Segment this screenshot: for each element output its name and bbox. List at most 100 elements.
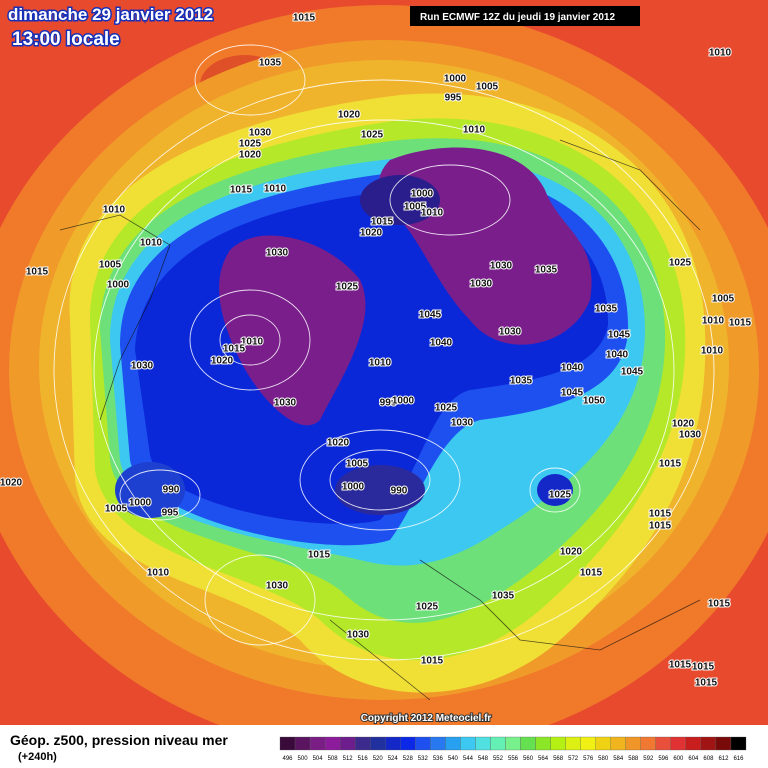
scale-swatch <box>640 736 656 751</box>
scale-label: 548 <box>478 756 489 762</box>
isobar-label: 1010 <box>264 184 287 195</box>
forecast-time: 13:00 locale <box>12 29 120 50</box>
isobar-label: 1030 <box>266 248 289 259</box>
scale-swatch <box>385 736 401 751</box>
isobar-label: 1030 <box>266 581 289 592</box>
isobar-label: 1020 <box>560 547 583 558</box>
isobar-labels: 1015103510001005995101010201025103010251… <box>0 12 753 690</box>
isobar-label: 1025 <box>669 258 692 269</box>
scale-swatch <box>415 736 431 751</box>
isobar-label: 1000 <box>444 74 467 85</box>
isobar-label: 1040 <box>606 350 629 361</box>
scale-label: 568 <box>553 756 564 762</box>
isobar-label: 1030 <box>131 361 154 372</box>
scale-swatch <box>580 736 596 751</box>
scale-label: 572 <box>568 756 579 762</box>
isobar-label: 1015 <box>669 660 692 671</box>
scale-swatch <box>505 736 521 751</box>
scale-swatch <box>324 736 341 751</box>
isobar-label: 1030 <box>451 418 474 429</box>
isobar-label: 1020 <box>0 478 23 489</box>
isobar-label: 1015 <box>695 678 718 689</box>
scale-label: 612 <box>718 756 729 762</box>
isobar-label: 1035 <box>492 591 515 602</box>
isobar-label: 1005 <box>476 82 499 93</box>
scale-swatch <box>294 736 311 751</box>
isobar-label: 1010 <box>421 208 444 219</box>
isobar-label: 1015 <box>692 662 715 673</box>
isobar-label: 1010 <box>709 48 732 59</box>
scale-label: 552 <box>493 756 504 762</box>
scale-swatch <box>730 736 747 751</box>
isobar-label: 1005 <box>99 260 122 271</box>
scale-label: 508 <box>328 756 339 762</box>
isobar-label: 1025 <box>435 403 458 414</box>
isobar-label: 1020 <box>672 419 695 430</box>
scale-label: 512 <box>343 756 354 762</box>
isobar-label: 1005 <box>712 294 735 305</box>
scale-swatch <box>460 736 476 751</box>
scale-swatch <box>670 736 687 751</box>
isobar-label: 1025 <box>239 139 262 150</box>
scale-label: 556 <box>508 756 519 762</box>
scale-label: 600 <box>673 756 684 762</box>
isobar-label: 1030 <box>490 261 513 272</box>
isobar-label: 1030 <box>274 398 297 409</box>
isobar-label: 1030 <box>470 279 493 290</box>
scale-swatch <box>445 736 461 751</box>
scale-swatch <box>490 736 506 751</box>
isobar-label: 1040 <box>561 363 584 374</box>
isobar-label: 1000 <box>107 280 130 291</box>
isobar-label: 1035 <box>535 265 558 276</box>
isobar-label: 990 <box>163 485 180 496</box>
isobar-label: 1000 <box>129 498 152 509</box>
isobar-label: 1010 <box>463 125 486 136</box>
isobar-label: 1025 <box>361 130 384 141</box>
scale-swatch <box>475 736 491 751</box>
isobar-label: 1030 <box>249 128 272 139</box>
scale-label: 584 <box>613 756 624 762</box>
scale-swatch <box>550 736 566 751</box>
isobar-label: 1035 <box>259 58 282 69</box>
isobar-label: 1015 <box>708 599 731 610</box>
isobar-label: 1005 <box>404 202 427 213</box>
isobar-label: 1025 <box>416 602 439 613</box>
scale-label: 496 <box>283 756 294 762</box>
scale-swatch <box>610 736 626 751</box>
scale-label: 560 <box>523 756 534 762</box>
scale-label: 544 <box>463 756 474 762</box>
isobar-label: 1025 <box>549 490 572 501</box>
scale-swatch <box>339 736 356 751</box>
isobar-label: 1035 <box>510 376 533 387</box>
isobar-label: 1010 <box>702 316 725 327</box>
isobar-label: 1045 <box>608 330 631 341</box>
isobar-label: 1030 <box>347 630 370 641</box>
forecast-date: dimanche 29 janvier 2012 <box>8 5 213 24</box>
scale-label: 564 <box>538 756 549 762</box>
isobar-label: 1010 <box>241 337 264 348</box>
isobar-label: 1020 <box>360 228 383 239</box>
scale-label: 500 <box>298 756 309 762</box>
scale-swatch <box>595 736 611 751</box>
scale-swatch <box>685 736 702 751</box>
scale-label: 536 <box>433 756 444 762</box>
scale-swatch <box>370 736 386 751</box>
color-scale: 496 500 504 508 512 516 520 524 528 532 536 540 544 5… <box>279 736 747 762</box>
scale-swatch <box>430 736 446 751</box>
isobar-label: 1040 <box>430 338 453 349</box>
isobar-label: 1045 <box>419 310 442 321</box>
isobar-label: 1015 <box>421 656 444 667</box>
scale-swatch <box>309 736 326 751</box>
scale-swatch <box>400 736 416 751</box>
scale-swatch <box>355 736 371 751</box>
isobar-label: 1000 <box>411 189 434 200</box>
geopotential-field <box>0 5 768 755</box>
isobar-label: 1045 <box>561 388 584 399</box>
isobar-label: 1020 <box>211 356 234 367</box>
isobar-label: 995 <box>380 398 397 409</box>
isobar-label: 1005 <box>105 504 128 515</box>
copyright: Copyright 2012 Meteociel.fr <box>361 713 492 724</box>
isobar-label: 1020 <box>338 110 361 121</box>
scale-swatch <box>655 736 671 751</box>
